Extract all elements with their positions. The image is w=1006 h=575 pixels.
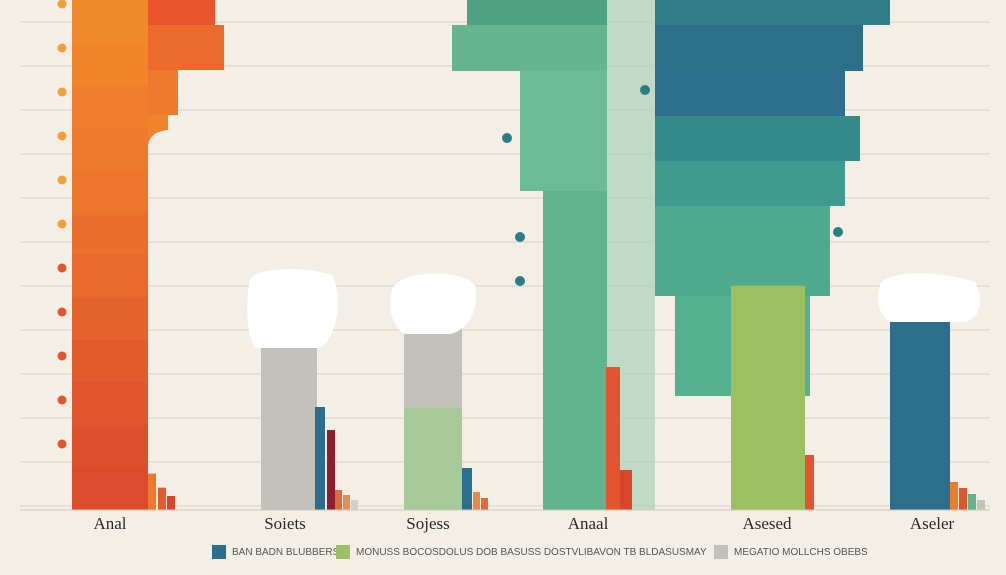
legend-swatch-blue [212,545,226,559]
axis-dot [57,439,67,449]
marker-dot [515,276,525,286]
bar-green-sojess [404,408,462,510]
bar-drip [148,25,224,70]
bar-small-soiets [343,495,350,510]
bar-segment-anal [72,297,148,341]
bar-small-anal [148,473,156,510]
legend-swatch-grey [714,545,728,559]
bar-darkteal-band [655,25,863,71]
legend-item-1: BAN BADN BLUBBERS [212,545,339,559]
legend-item-2: MONUSS BOCOSDOLUS DOB BASUSS DOSTVLIBAVO… [336,545,707,559]
category-label-5: Asesed [742,514,792,533]
bar-small-aseler [950,482,958,510]
bar-blue-soiets [315,407,325,510]
axis-dot [57,0,67,9]
bar-segment-anal [72,85,148,128]
bar-blue-aseler [890,290,950,510]
axis-dot [57,87,67,97]
axis-dot [57,263,67,273]
bar-small-aseler [968,494,976,510]
bar-segment-anal [72,42,148,86]
bar-drip [148,115,168,145]
axis-dot [57,219,67,229]
bar-drip [148,70,178,115]
callout-cloud [390,273,477,334]
bar-segment-anal [72,170,148,213]
bar-teal-cap [520,71,607,191]
bar-small-soiets [351,500,358,510]
bar-darkteal-band [655,71,845,116]
axis-dot [57,175,67,185]
axis-dot [57,395,67,405]
bar-red-soiets [327,430,335,510]
bar-segment-anal [72,467,148,511]
bar-small-anal [158,487,166,510]
bar-grey-soiets [261,336,317,510]
bar-segment-anal [72,382,148,426]
bar-blue-sojess [462,468,472,510]
axis-dot [57,43,67,53]
bar-small-soiets [335,490,342,510]
bar-orange-anaal [606,367,620,510]
bar-small-sojess [481,498,488,510]
callout-cloud [247,268,339,348]
axis-dot [57,131,67,141]
bar-segment-anal [72,255,148,298]
marker-dot [833,227,843,237]
bar-small-anal [167,496,175,510]
bar-segment-anal [72,340,148,383]
bar-segment-anal [72,127,148,171]
legend-swatch-green [336,545,350,559]
category-label-2: Soiets [264,514,306,533]
bar-darkteal-band [655,116,860,161]
legend-label-2: MONUSS BOCOSDOLUS DOB BASUSS DOSTVLIBAVO… [356,546,707,558]
marker-dot [502,133,512,143]
bar-darkteal-band [655,0,890,25]
marker-dot [640,85,650,95]
category-label-1: Anal [93,514,127,533]
marker-dot [515,232,525,242]
legend-label-3: MEGATIO MOLLCHS OBEBS [734,546,868,558]
bar-segment-anal [72,425,148,468]
axis-dot [57,351,67,361]
bar-red-anaal [620,470,632,510]
bar-teal-cap [467,0,607,25]
bar-darkteal-band [655,161,845,206]
bar-small-aseler [977,500,985,510]
bar-darkteal-band [655,206,830,296]
callout-cloud [878,273,981,322]
bar-orange-asesed [805,455,814,510]
bar-segment-anal [72,0,148,43]
category-label-3: Sojess [406,514,450,533]
category-label-6: Aseler [909,514,955,533]
bar-green-asesed [731,285,805,510]
bar-segment-anal [72,212,148,256]
bar-small-aseler [959,488,967,510]
legend-label-1: BAN BADN BLUBBERS [232,546,340,558]
bar-small-sojess [473,492,480,510]
bar-teal-cap [452,25,607,71]
axis-dot [57,307,67,317]
category-label-4: Anaal [567,514,609,533]
legend-item-3: MEGATIO MOLLCHS OBEBS [714,545,868,559]
bar-drip [148,0,215,25]
